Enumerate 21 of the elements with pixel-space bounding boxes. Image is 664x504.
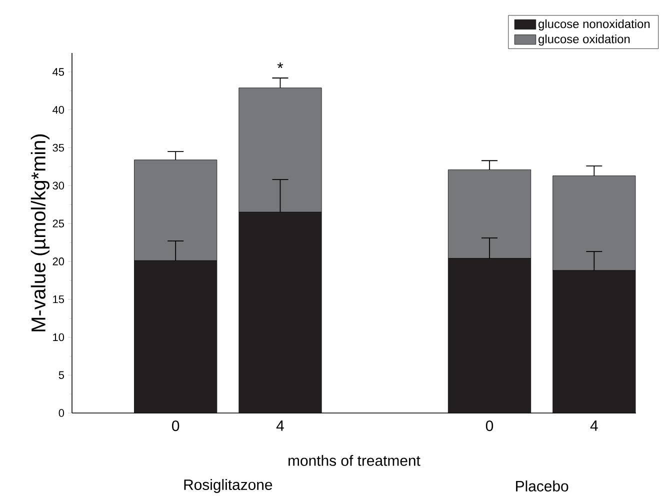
y-tick-label: 10 [53,333,64,342]
y-tick-label: 15 [53,296,64,304]
y-tick-label: 30 [52,182,64,190]
x-tick-label: 4 [590,420,598,431]
y-tick-label: 5 [58,371,64,379]
y-tick-label: 25 [52,220,64,228]
y-axis-title: M-value (µmol/kg*min) [30,134,50,332]
y-tick-label: 20 [52,258,64,266]
annotation: * [277,62,284,68]
text: Rosiglitazone [184,479,272,493]
y-tick-label: 0 [58,409,64,417]
legend-label: glucose oxidation [538,34,630,46]
text: Placebo [516,480,568,492]
x-axis-title: months of treatment [288,454,420,466]
x-tick-label: 4 [276,420,284,431]
y-tick-label: 35 [52,144,64,152]
y-tick-label: 40 [52,106,64,114]
legend-label: glucose nonoxidation [538,19,650,31]
x-tick-label: 0 [172,420,180,432]
y-tick-label: 45 [52,68,64,76]
x-tick-label: 0 [486,420,494,432]
